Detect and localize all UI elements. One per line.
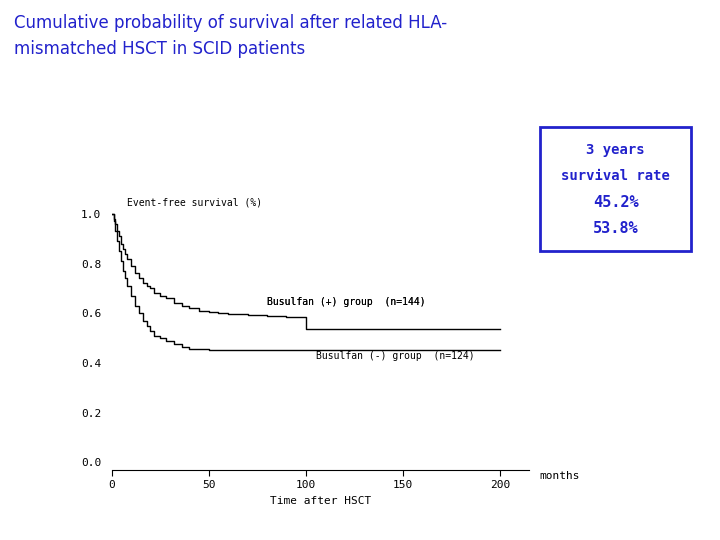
Text: 45.2%: 45.2% (593, 195, 639, 210)
Text: months: months (539, 471, 580, 481)
Text: Busulfan (+) group  (n=144): Busulfan (+) group (n=144) (267, 296, 426, 307)
Text: 3 years: 3 years (586, 143, 645, 157)
Text: Busulfan (-) group  (n=124): Busulfan (-) group (n=124) (315, 351, 474, 361)
Text: Cumulative probability of survival after related HLA-: Cumulative probability of survival after… (14, 14, 448, 31)
Text: 53.8%: 53.8% (593, 221, 639, 236)
Text: Busulfan (+) group  (n=144): Busulfan (+) group (n=144) (267, 296, 426, 307)
Text: survival rate: survival rate (561, 169, 670, 183)
Text: mismatched HSCT in SCID patients: mismatched HSCT in SCID patients (14, 40, 306, 58)
Text: Event-free survival (%): Event-free survival (%) (127, 198, 262, 208)
X-axis label: Time after HSCT: Time after HSCT (270, 496, 371, 506)
